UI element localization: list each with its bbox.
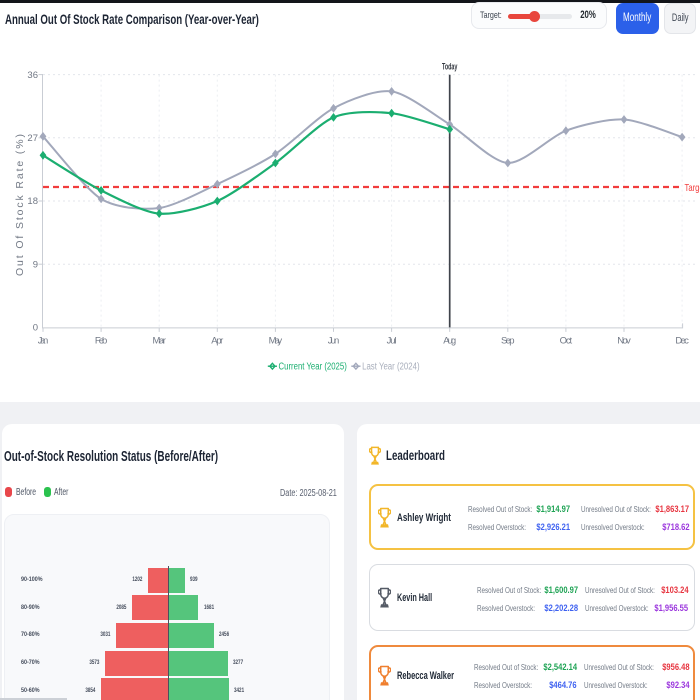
svg-text:Aug: Aug	[443, 336, 456, 347]
svg-text:Last Year (2024): Last Year (2024)	[362, 361, 420, 372]
svg-text:Nov: Nov	[617, 336, 631, 347]
svg-text:18: 18	[27, 196, 38, 207]
svg-text:Current Year (2025): Current Year (2025)	[279, 361, 347, 372]
svg-text:Target: 20%: Target: 20%	[685, 182, 700, 194]
svg-text:May: May	[269, 336, 283, 347]
svg-text:36: 36	[27, 70, 38, 81]
svg-text:Today: Today	[442, 62, 458, 73]
svg-text:Apr: Apr	[211, 336, 223, 347]
svg-text:9: 9	[33, 259, 38, 270]
svg-text:27: 27	[27, 133, 38, 144]
svg-text:Jan: Jan	[38, 336, 49, 347]
svg-text:Mar: Mar	[152, 336, 166, 347]
svg-text:Jul: Jul	[387, 336, 397, 347]
svg-text:0: 0	[33, 323, 38, 334]
svg-text:Jun: Jun	[328, 336, 340, 347]
svg-text:Sep: Sep	[501, 336, 515, 347]
svg-text:Dec: Dec	[675, 336, 689, 347]
svg-text:Out Of Stock Rate (%): Out Of Stock Rate (%)	[14, 134, 26, 276]
svg-text:Feb: Feb	[95, 336, 108, 347]
svg-text:Oct: Oct	[560, 336, 573, 347]
